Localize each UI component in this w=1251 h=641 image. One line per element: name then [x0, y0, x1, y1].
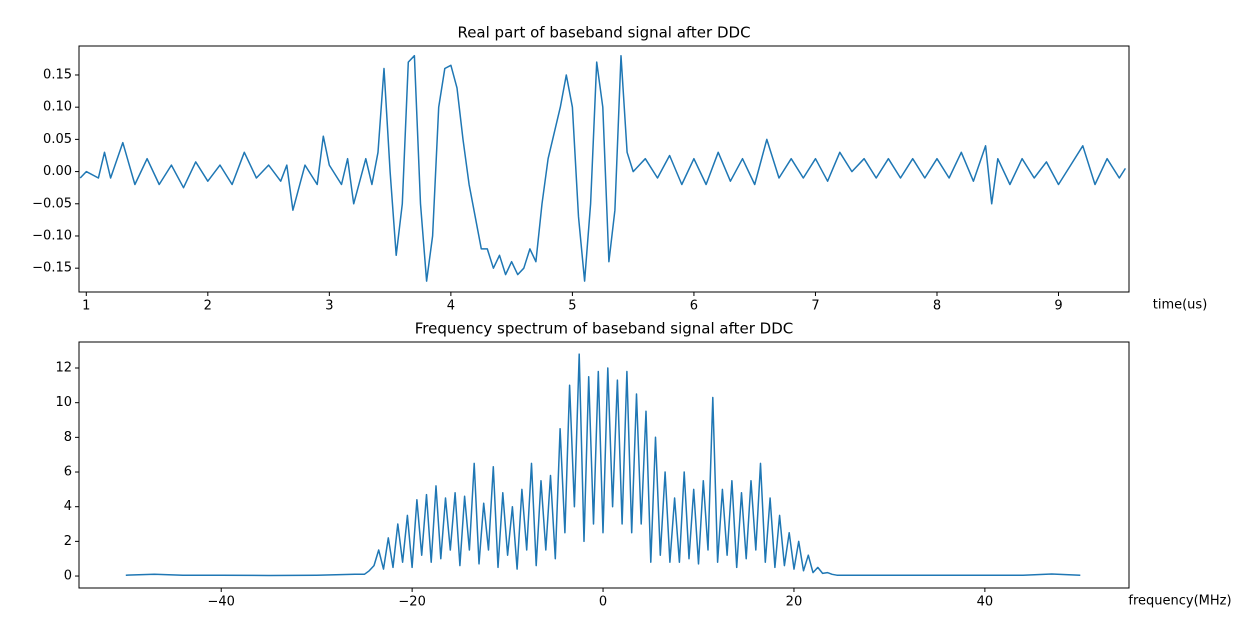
- x-tick-label: 7: [811, 299, 819, 314]
- y-tick-label: 2: [64, 534, 72, 549]
- y-tick-label: −0.05: [32, 196, 72, 211]
- x-tick-label: 8: [933, 299, 941, 314]
- y-tick-label: 4: [64, 499, 72, 514]
- y-tick-label: −0.15: [32, 261, 72, 276]
- y-tick-label: 0.10: [43, 100, 72, 115]
- x-tick-label: 2: [204, 299, 212, 314]
- y-tick-label: 0.05: [43, 132, 72, 147]
- y-tick-label: −0.10: [32, 228, 72, 243]
- signal-line: [79, 54, 1127, 282]
- y-tick-label: 0.15: [43, 67, 72, 82]
- signal-line: [125, 353, 1081, 577]
- axes-frame: [78, 341, 1130, 589]
- x-tick-label: 1: [82, 299, 90, 314]
- chart-title: Real part of baseband signal after DDC: [457, 24, 750, 42]
- x-axis-label: frequency(MHz): [1128, 594, 1231, 609]
- x-tick-label: 20: [786, 595, 803, 610]
- x-tick-label: −40: [208, 595, 235, 610]
- x-tick-label: −20: [398, 595, 425, 610]
- x-tick-label: 9: [1054, 299, 1062, 314]
- y-tick-label: 6: [64, 465, 72, 480]
- x-tick-label: 0: [599, 595, 607, 610]
- x-tick-label: 4: [447, 299, 455, 314]
- axes-frame: [78, 45, 1130, 293]
- x-axis-label: time(us): [1153, 298, 1208, 313]
- x-tick-label: 6: [690, 299, 698, 314]
- y-tick-label: 0: [64, 569, 72, 584]
- y-tick-label: 8: [64, 430, 72, 445]
- y-tick-label: 10: [55, 395, 72, 410]
- x-tick-label: 5: [568, 299, 576, 314]
- x-tick-label: 3: [325, 299, 333, 314]
- y-tick-label: 12: [55, 361, 72, 376]
- chart-title: Frequency spectrum of baseband signal af…: [415, 320, 793, 338]
- x-tick-label: 40: [977, 595, 994, 610]
- y-tick-label: 0.00: [43, 164, 72, 179]
